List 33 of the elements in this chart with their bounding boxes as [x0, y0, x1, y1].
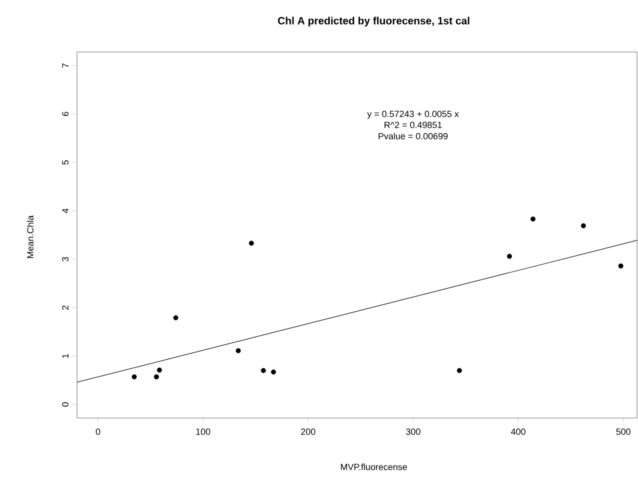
- annotation: y = 0.57243 + 0.0055 x: [367, 110, 459, 119]
- x-tick-label: 500: [616, 428, 630, 435]
- point: [132, 374, 137, 380]
- annotation: Pvalue = 0.00699: [378, 132, 448, 140]
- point: [530, 216, 536, 222]
- point: [154, 374, 159, 380]
- y-tick-label: 3: [62, 257, 68, 262]
- y-tick-label: 5: [62, 160, 68, 165]
- y-tick-label: 2: [62, 306, 68, 310]
- annotation: R^2 = 0.49851: [384, 122, 442, 128]
- point: [173, 315, 178, 320]
- y-tick-label: 6: [62, 112, 68, 116]
- point: [580, 223, 586, 228]
- point: [506, 254, 512, 259]
- point: [618, 263, 624, 268]
- point: [456, 368, 462, 374]
- x-tick-label: 200: [301, 428, 316, 435]
- point: [236, 348, 241, 354]
- point: [156, 368, 162, 373]
- x-tick-label: 400: [511, 428, 526, 435]
- point: [260, 368, 266, 374]
- x-tick-label: 300: [406, 428, 420, 435]
- y-tick-label: 7: [62, 64, 68, 68]
- y-tick-label: 1: [62, 354, 68, 358]
- y-axis-title: Mean.Chla: [26, 215, 34, 258]
- x-tick-label: 0: [96, 428, 100, 435]
- chart-title: Chl A predicted by fluorecense, 1st cal: [278, 16, 470, 26]
- y-tick-label: 4: [62, 208, 68, 214]
- point: [248, 240, 254, 246]
- x-axis-title: MVP.fluorecense: [340, 464, 407, 470]
- point: [270, 370, 276, 375]
- x-tick-label: 100: [196, 428, 210, 435]
- y-tick-label: 0: [62, 402, 68, 407]
